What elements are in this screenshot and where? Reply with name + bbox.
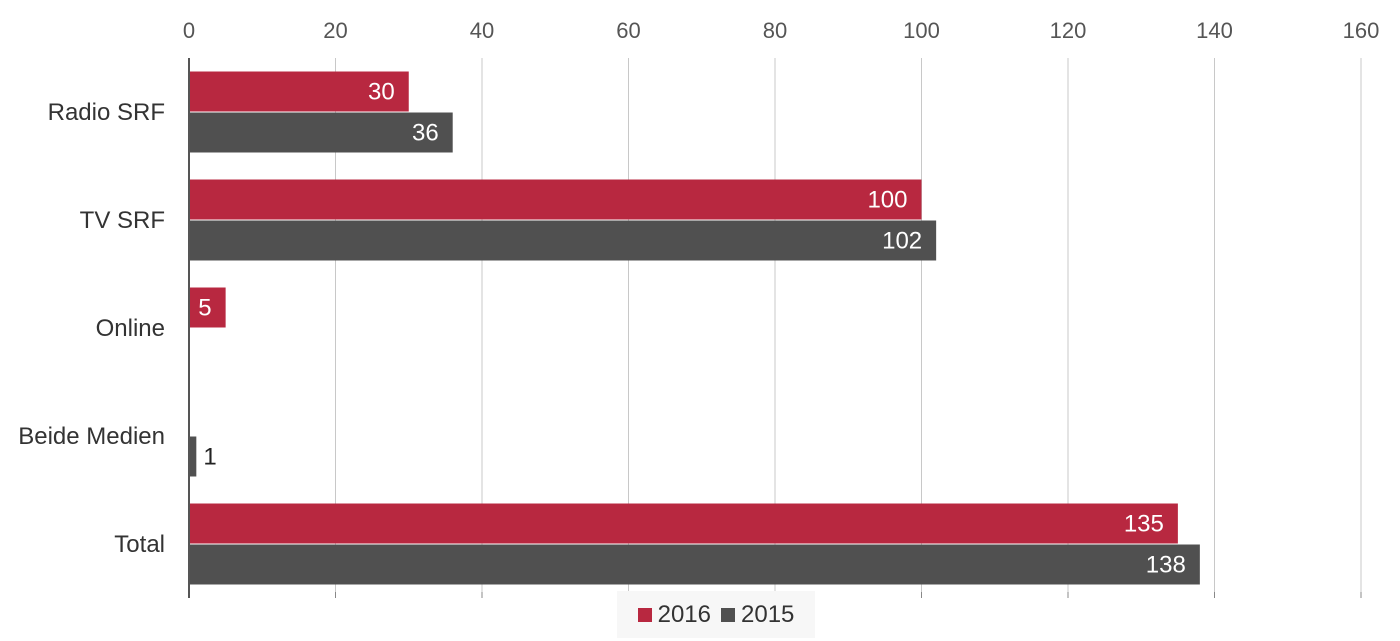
legend-label-2016: 2016 xyxy=(657,600,711,628)
data-label-2015: 138 xyxy=(1146,552,1186,579)
bar-2015 xyxy=(189,436,197,477)
x-tick-label-60: 60 xyxy=(616,18,640,43)
legend-swatch-2015 xyxy=(721,607,735,622)
x-tick-label-120: 120 xyxy=(1050,18,1087,43)
x-tick-label-80: 80 xyxy=(763,18,787,43)
gridlines xyxy=(335,58,1362,598)
bar-2016 xyxy=(189,287,226,328)
category-label: TV SRF xyxy=(80,207,165,234)
legend: 2016 2015 xyxy=(617,591,815,638)
data-label-2015: 1 xyxy=(203,444,216,471)
x-axis-ticks: 0 20 40 60 80 100 120 140 160 xyxy=(183,18,1379,598)
data-label-2015: 102 xyxy=(882,228,922,255)
bar-2016 xyxy=(189,503,1178,544)
data-label-2016: 135 xyxy=(1124,511,1164,538)
x-tick-label-20: 20 xyxy=(323,18,347,43)
category-label: Beide Medien xyxy=(18,423,165,450)
legend-swatch-2016 xyxy=(637,607,652,622)
category-label: Radio SRF xyxy=(48,99,165,126)
legend-item-2015[interactable]: 2015 xyxy=(721,601,794,629)
category-labels: Radio SRF TV SRF Online Beide Medien Total xyxy=(18,99,165,558)
category-label: Total xyxy=(114,531,165,558)
bar-2015 xyxy=(189,112,453,153)
x-tick-label-40: 40 xyxy=(470,18,494,43)
x-tick-label-140: 140 xyxy=(1196,18,1233,43)
bar-2015 xyxy=(189,544,1200,585)
legend-label-2015: 2015 xyxy=(741,600,795,628)
x-tick-label-100: 100 xyxy=(903,18,940,43)
x-tick-label-160: 160 xyxy=(1343,18,1380,43)
bar-2016 xyxy=(189,179,922,220)
data-label-2016: 100 xyxy=(867,187,907,214)
data-label-2016: 30 xyxy=(368,79,395,106)
bar-2016 xyxy=(189,71,409,112)
data-label-2016: 5 xyxy=(198,295,211,322)
bars: 30 36 100 102 5 1 135 138 xyxy=(189,71,1200,585)
legend-item-2016[interactable]: 2016 xyxy=(637,600,711,629)
x-tick-label-0: 0 xyxy=(183,18,195,43)
data-label-2015: 36 xyxy=(412,120,439,147)
bar-2015 xyxy=(189,220,937,261)
category-label: Online xyxy=(96,315,165,342)
